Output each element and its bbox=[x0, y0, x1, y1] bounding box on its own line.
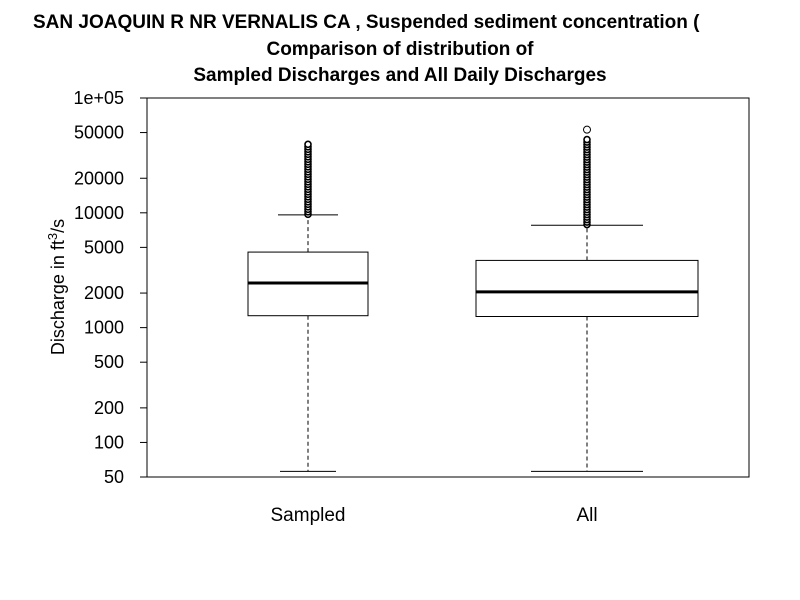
chart-title-line-1: SAN JOAQUIN R NR VERNALIS CA , Suspended… bbox=[33, 12, 700, 33]
outlier-point-all bbox=[583, 135, 591, 144]
x-category-label-all: All bbox=[576, 505, 597, 526]
box-all bbox=[475, 259, 699, 317]
y-axis-label: Discharge in ft3/s bbox=[45, 219, 68, 355]
x-category-label-sampled: Sampled bbox=[271, 505, 346, 526]
y-tick-label: 5000 bbox=[84, 237, 124, 257]
y-tick-label: 1000 bbox=[84, 318, 124, 338]
y-tick-label: 20000 bbox=[74, 168, 124, 188]
chart-title-line-2: Comparison of distribution of bbox=[266, 39, 534, 60]
chart-title-line-3: Sampled Discharges and All Daily Dischar… bbox=[193, 65, 607, 86]
y-tick-label: 50 bbox=[104, 467, 124, 487]
outlier-point-all bbox=[583, 125, 591, 134]
y-tick-label: 10000 bbox=[74, 203, 124, 223]
y-tick-label: 500 bbox=[94, 352, 124, 372]
y-tick-label: 2000 bbox=[84, 283, 124, 303]
y-tick-label: 200 bbox=[94, 398, 124, 418]
y-tick-label: 50000 bbox=[74, 123, 124, 143]
y-tick-label: 100 bbox=[94, 432, 124, 452]
plot-frame bbox=[146, 97, 750, 478]
outlier-point-sampled bbox=[304, 140, 312, 149]
y-tick-label: 1e+05 bbox=[73, 88, 124, 108]
